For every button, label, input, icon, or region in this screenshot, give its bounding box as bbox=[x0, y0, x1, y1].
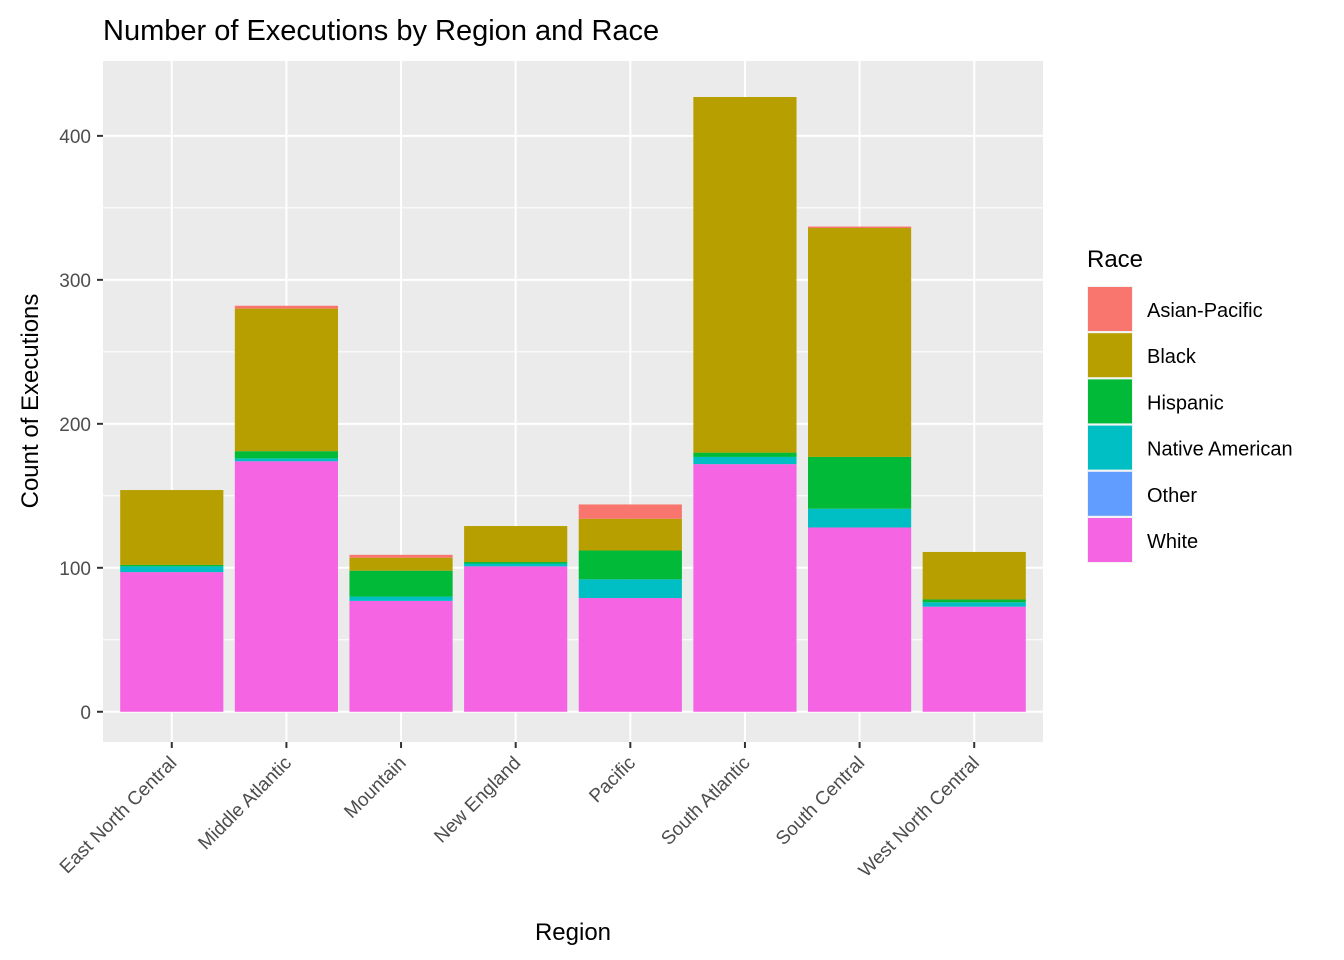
bar-segment bbox=[234, 451, 338, 459]
y-tick-label: 300 bbox=[59, 271, 91, 292]
bar-segment bbox=[922, 551, 1026, 600]
y-axis-title: Count of Executions bbox=[17, 294, 44, 509]
y-tick-label: 200 bbox=[59, 415, 91, 436]
y-axis: 0 100 200 300 400 bbox=[59, 127, 103, 724]
bar-segment bbox=[693, 96, 797, 453]
bar-segment bbox=[234, 458, 338, 462]
bar-segment bbox=[120, 572, 224, 712]
x-axis-title: Region bbox=[535, 919, 611, 946]
x-tick-label: Middle Atlantic bbox=[194, 753, 295, 854]
x-tick-label: South Central bbox=[772, 753, 869, 850]
bar-segment bbox=[922, 599, 1026, 603]
legend-label: Asian-Pacific bbox=[1147, 300, 1263, 322]
bar-segment bbox=[693, 456, 797, 465]
y-tick-label: 400 bbox=[59, 127, 91, 148]
legend-label: Native American bbox=[1147, 439, 1293, 461]
legend-swatch bbox=[1088, 425, 1132, 470]
chart-title: Number of Executions by Region and Race bbox=[103, 15, 659, 47]
x-tick-label: Mountain bbox=[340, 753, 410, 823]
bar-segment bbox=[578, 579, 682, 599]
legend-label: White bbox=[1147, 531, 1198, 553]
x-tick-label: Pacific bbox=[585, 753, 639, 807]
legend: Race Asian-Pacific Black Hispanic Native Am… bbox=[1087, 246, 1293, 563]
bar-segment bbox=[234, 461, 338, 712]
bar-segment bbox=[234, 305, 338, 309]
bar-segment bbox=[808, 527, 912, 712]
bar-segment bbox=[578, 518, 682, 551]
bar-segment bbox=[349, 554, 453, 558]
legend-swatch bbox=[1088, 471, 1132, 516]
x-tick-label: East North Central bbox=[56, 753, 181, 878]
bar-segment bbox=[808, 228, 912, 457]
x-tick-label: New England bbox=[430, 753, 525, 848]
legend-label: Black bbox=[1147, 346, 1197, 368]
bar-segment bbox=[349, 570, 453, 597]
bar-segment bbox=[808, 226, 912, 229]
bar-segment bbox=[693, 452, 797, 457]
legend-label: Hispanic bbox=[1147, 392, 1224, 414]
bar-segment bbox=[234, 308, 338, 452]
bar-segment bbox=[464, 566, 568, 712]
bar-segment bbox=[578, 550, 682, 580]
y-tick-label: 0 bbox=[80, 703, 91, 724]
bar-segment bbox=[693, 464, 797, 712]
legend-label: Other bbox=[1147, 485, 1197, 507]
legend-swatch bbox=[1088, 379, 1132, 424]
bar-segment bbox=[464, 562, 568, 564]
bar-segment bbox=[808, 508, 912, 528]
legend-swatch bbox=[1088, 287, 1132, 331]
legend-swatch bbox=[1088, 518, 1132, 562]
bar-segment bbox=[578, 598, 682, 712]
bar-segment bbox=[578, 504, 682, 519]
bar-segment bbox=[349, 600, 453, 712]
bar-segment bbox=[808, 456, 912, 509]
legend-title: Race bbox=[1087, 246, 1143, 273]
bar-segment bbox=[464, 563, 568, 567]
x-axis: East North Central Middle Atlantic Mountai… bbox=[56, 742, 984, 882]
y-tick-label: 100 bbox=[59, 559, 91, 580]
bar-segment bbox=[922, 606, 1026, 712]
bar-segment bbox=[349, 557, 453, 571]
legend-swatch bbox=[1088, 333, 1132, 378]
bar-segment bbox=[922, 602, 1026, 607]
bar-segment bbox=[120, 490, 224, 565]
bar-segment bbox=[464, 526, 568, 563]
bar-segment bbox=[349, 596, 453, 601]
bars bbox=[120, 96, 1026, 712]
x-tick-label: West North Central bbox=[855, 753, 984, 882]
bar-segment bbox=[120, 564, 224, 567]
bar-segment bbox=[120, 566, 224, 573]
x-tick-label: South Atlantic bbox=[657, 753, 754, 850]
